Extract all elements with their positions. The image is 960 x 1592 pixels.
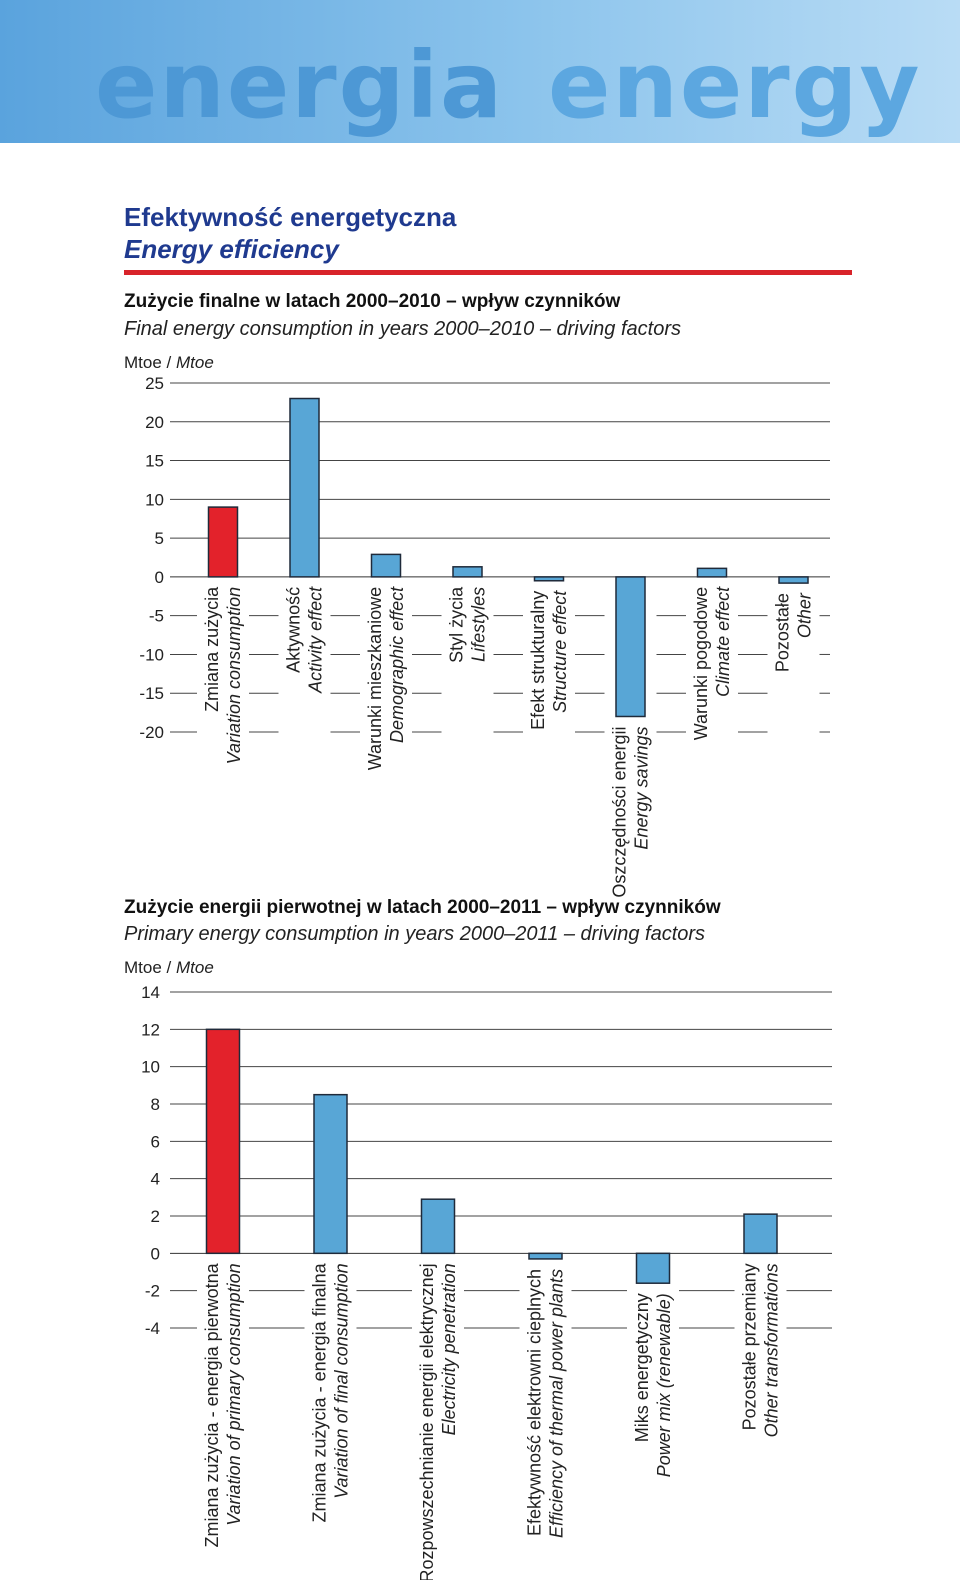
category-label-pl: Oszczędności energii — [610, 726, 630, 897]
chart2-ytick-label: 6 — [151, 1132, 160, 1151]
category-label-en: Activity effect — [306, 586, 326, 694]
category-label-en: Variation of final consumption — [332, 1263, 352, 1498]
chart1-bar — [452, 566, 483, 578]
category-label-en: Demographic effect — [387, 586, 407, 743]
chart1-ytick-label: -15 — [139, 684, 164, 703]
category-label-en: Efficiency of thermal power plants — [547, 1269, 567, 1538]
chart1-unit: Mtoe / Mtoe — [124, 354, 214, 371]
chart2-bar — [743, 1213, 778, 1255]
banner-word-en: energy — [548, 32, 922, 139]
chart1-ytick-label: 20 — [145, 413, 164, 432]
category-label-en: Power mix (renewable) — [654, 1293, 674, 1477]
chart1-unit-pl: Mtoe / — [124, 353, 172, 372]
chart2-unit-pl: Mtoe / — [124, 958, 172, 977]
category-label-pl: Zmiana zużycia - energia finalna — [310, 1262, 330, 1522]
category-label-pl: Warunki mieszkaniowe — [365, 587, 385, 770]
chart2-category-label: Zmiana zużycia - energia pierwotna Variat… — [202, 1262, 244, 1547]
chart1-bar — [289, 397, 320, 578]
chart2-bar — [528, 1252, 563, 1260]
chart1-category-label: Warunki pogodowe Climate effect — [691, 586, 733, 740]
section-title-en: Energy efficiency — [124, 234, 339, 264]
chart2-title-en: Primary energy consumption in years 2000… — [124, 923, 706, 945]
chart1-bar — [696, 567, 728, 578]
chart1-plot: 25 20 15 10 5 0 -5 -10 -15 -20 Zmiana zużycia Varia… — [139, 374, 830, 898]
chart1-category-label: Aktywność Activity effect — [284, 586, 326, 694]
chart1-category-label: Styl życia Lifestyles — [447, 586, 489, 663]
chart2-category-label: Miks energetyczny Power mix (renewable) — [632, 1293, 674, 1477]
chart2-bar — [205, 1028, 241, 1255]
chart1-bar — [615, 576, 646, 718]
chart2-ytick-label: 4 — [151, 1170, 160, 1189]
category-label-en: Lifestyles — [469, 587, 489, 662]
category-label-pl: Styl życia — [447, 586, 467, 663]
chart1-ytick-label: 0 — [155, 568, 164, 587]
category-label-pl: Efekt strukturalny — [528, 591, 548, 730]
chart2-bar — [420, 1198, 456, 1255]
chart2-plot: 14 12 10 8 6 4 2 0 -2 -4 Zmiana zużycia - energia … — [141, 983, 832, 1580]
category-label-pl: Warunki pogodowe — [691, 587, 711, 740]
category-label-pl: Pozostałe — [773, 593, 793, 672]
category-label-en: Other — [795, 592, 815, 638]
chart2-category-label: Efektywność elektrowni cieplnych Efficien… — [525, 1269, 567, 1538]
header-banner: energia energy — [0, 0, 960, 143]
section-divider — [124, 270, 852, 275]
chart1-category-label: Warunki mieszkaniowe Demographic effect — [365, 586, 407, 770]
chart2-ytick-label: 12 — [141, 1020, 160, 1039]
chart1-bar — [778, 576, 809, 584]
chart1-ytick-label: 10 — [145, 490, 164, 509]
chart1-ytick-label: -10 — [139, 645, 164, 664]
chart2-unit-en: Mtoe — [175, 958, 214, 977]
category-label-en: Energy savings — [632, 726, 652, 849]
chart1-category-label: Pozostałe Other — [773, 592, 815, 672]
chart1-bar — [207, 506, 239, 578]
section-title-pl: Efektywność energetyczna — [124, 202, 457, 232]
chart1-category-label: Efekt strukturalny Structure effect — [528, 590, 570, 730]
chart1-title-pl: Zużycie finalne w latach 2000–2010 – wpł… — [124, 291, 621, 312]
chart2-ytick-label: 0 — [151, 1244, 160, 1263]
chart2-category-label: Pozostałe przemiany Other transformations — [740, 1263, 782, 1437]
chart2-ytick-label: 2 — [151, 1207, 160, 1226]
chart2-category-label: Zmiana zużycia - energia finalna Variatio… — [310, 1262, 352, 1522]
category-label-en: Climate effect — [713, 586, 733, 697]
category-label-en: Electricity penetration — [439, 1263, 459, 1435]
chart1-unit-en: Mtoe — [175, 353, 214, 372]
chart2-ytick-label: 14 — [141, 983, 160, 1002]
chart1-category-label: Oszczędności energii Energy savings — [610, 726, 652, 897]
chart1-bar — [533, 576, 565, 582]
chart2-ytick-label: -4 — [145, 1319, 160, 1338]
chart2-category-label: Rozpowszechnianie energii elektrycznej El… — [417, 1263, 459, 1580]
chart2-ytick-label: -2 — [145, 1282, 160, 1301]
category-label-pl: Aktywność — [284, 587, 304, 673]
category-label-en: Structure effect — [550, 590, 570, 713]
chart1-ytick-label: 25 — [145, 374, 164, 393]
chart2-ytick-label: 8 — [151, 1095, 160, 1114]
chart2-bar — [635, 1252, 671, 1284]
chart1-ytick-label: 15 — [145, 452, 164, 471]
category-label-pl: Zmiana zużycia - energia pierwotna — [202, 1262, 222, 1547]
category-label-pl: Rozpowszechnianie energii elektrycznej — [417, 1263, 437, 1580]
banner-word-pl: energia — [95, 32, 505, 139]
category-label-pl: Pozostałe przemiany — [740, 1263, 760, 1430]
chart1-ytick-label: 5 — [155, 529, 164, 548]
category-label-pl: Miks energetyczny — [632, 1293, 652, 1442]
category-label-en: Variation of primary consumption — [224, 1263, 244, 1525]
category-label-pl: Efektywność elektrowni cieplnych — [525, 1269, 545, 1536]
chart2-ytick-label: 10 — [141, 1058, 160, 1077]
category-label-en: Other transformations — [762, 1263, 782, 1437]
chart2-title-pl: Zużycie energii pierwotnej w latach 2000… — [124, 897, 721, 918]
chart2-bar — [313, 1093, 348, 1255]
chart1-category-label: Zmiana zużycia Variation consumption — [202, 586, 244, 764]
chart1-title-en: Final energy consumption in years 2000–2… — [124, 318, 681, 340]
category-label-en: Variation consumption — [224, 587, 244, 764]
chart1-ytick-label: -5 — [149, 607, 164, 626]
category-label-pl: Zmiana zużycia — [202, 586, 222, 712]
chart1-bar — [370, 553, 402, 578]
chart1-ytick-label: -20 — [139, 723, 164, 742]
chart2-unit: Mtoe / Mtoe — [124, 959, 214, 976]
